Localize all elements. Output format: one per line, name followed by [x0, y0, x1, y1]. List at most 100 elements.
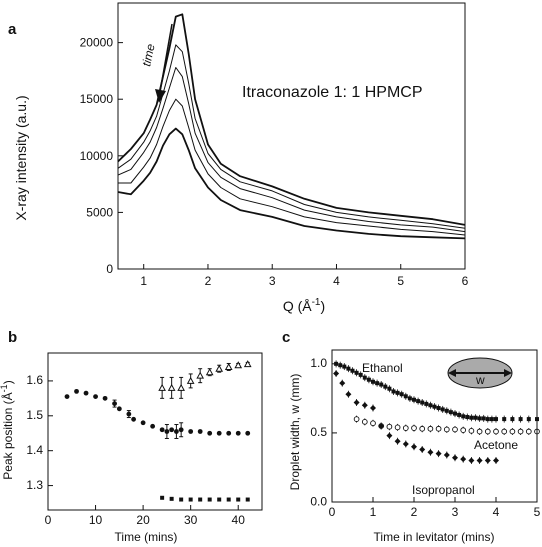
x-tick-label: 30: [184, 513, 198, 527]
ethanol-point: [518, 417, 523, 422]
isopropanol-point: [353, 399, 360, 406]
x-tick-label: 3: [269, 274, 276, 288]
ethanol-point: [440, 407, 445, 412]
acetone-point: [501, 428, 508, 435]
peak-point-square: [217, 497, 222, 502]
y-tick-label: 10000: [80, 149, 114, 163]
y-tick-label: 1.3: [26, 478, 43, 492]
peak-point: [116, 406, 122, 412]
peak-point: [64, 394, 70, 400]
acetone-point: [476, 428, 483, 435]
peak-point: [216, 430, 222, 436]
peak-point-triangle: [186, 376, 195, 384]
x-tick-label: 4: [333, 274, 340, 288]
ethanol-point: [465, 415, 470, 420]
ethanol-point: [346, 366, 351, 371]
acetone-point: [509, 428, 516, 435]
peak-point-triangle: [158, 383, 166, 391]
peak-point-square: [245, 497, 250, 502]
peak-point-square: [207, 497, 212, 502]
peak-point: [102, 395, 108, 401]
ethanol-point: [375, 381, 380, 386]
droplet-width-inset: w: [447, 357, 513, 389]
ethanol-point: [407, 396, 412, 401]
ethanol-point: [358, 372, 363, 377]
ethanol-point: [428, 403, 433, 408]
y-tick-label: 5000: [86, 205, 113, 219]
panel-b-xlabel: Time (mins): [115, 530, 178, 544]
isopropanol-point: [386, 432, 393, 439]
x-tick-label: 2: [205, 274, 212, 288]
x-tick-label: 0: [329, 505, 336, 519]
ethanol-point: [453, 411, 457, 416]
acetone-point: [370, 420, 376, 427]
isopropanol-point: [476, 457, 483, 464]
ethanol-point: [366, 377, 371, 382]
acetone-point: [386, 423, 393, 430]
ethanol-point: [338, 363, 343, 368]
intensity-curve-3: [117, 67, 466, 233]
panel-b-axes: 0 10 20 30 40 1.3 1.4 1.5 1.6: [26, 352, 263, 527]
peak-point: [226, 430, 232, 436]
panel-a-axes: 1 2 3 4 5 6 0 5000 10000 15000 20000: [80, 2, 469, 288]
panel-b-letter: b: [8, 329, 17, 346]
peak-point-square: [169, 496, 174, 501]
ethanol-point: [477, 416, 482, 421]
peak-point-triangle: [205, 368, 214, 376]
legend-label-acetone: Acetone: [474, 438, 518, 452]
isopropanol-point: [339, 380, 346, 387]
ethanol-point: [379, 382, 384, 387]
isopropanol-point: [468, 457, 475, 464]
acetone-point: [402, 425, 409, 431]
acetone-point: [435, 425, 442, 432]
peak-point: [178, 427, 184, 433]
panel-a-xlabel: Q (Å-1): [283, 297, 325, 314]
peak-point: [197, 429, 203, 434]
ethanol-point: [399, 392, 404, 397]
ethanol-point: [489, 417, 494, 422]
acetone-point: [361, 419, 368, 425]
plot-frame: [47, 352, 263, 511]
y-tick-label: 1.0: [310, 356, 327, 370]
ethanol-point: [342, 364, 347, 369]
y-tick-label: 0.0: [310, 494, 327, 508]
y-tick-label: 0.5: [310, 425, 327, 439]
acetone-point: [394, 424, 401, 431]
intensity-curve-5: [117, 127, 466, 240]
ethanol-point: [457, 412, 462, 417]
x-tick-label: 3: [452, 505, 459, 519]
acetone-point: [460, 427, 467, 433]
isopropanol-point: [419, 446, 426, 453]
panel-a-annotation: Itraconazole 1: 1 HPMCP: [242, 84, 423, 101]
peak-point-square: [179, 497, 184, 502]
isopropanol-point: [402, 440, 409, 447]
plot-frame: [117, 2, 466, 270]
isopropanol-point: [378, 423, 385, 429]
intensity-curve-2: [117, 44, 466, 229]
panel-c-ylabel: Droplet width, w (mm): [288, 374, 302, 491]
time-arrow: time: [139, 23, 173, 103]
ethanol-point: [473, 415, 478, 420]
peak-point: [126, 411, 132, 417]
peak-point-triangle: [234, 361, 243, 369]
panel-a-plot-area: [117, 13, 466, 240]
ethanol-point: [371, 379, 375, 384]
peak-point: [74, 388, 79, 394]
isopropanol-point: [370, 405, 376, 412]
panel-c-plot-area: [333, 360, 540, 465]
panel-b-plot-area: [64, 360, 252, 502]
peak-point-triangle: [215, 364, 224, 372]
ethanol-point: [383, 384, 388, 389]
peak-point: [159, 427, 165, 433]
ethanol-point: [448, 410, 453, 415]
acetone-point: [484, 428, 491, 435]
x-tick-label: 5: [534, 505, 541, 519]
isopropanol-point: [460, 456, 467, 463]
ethanol-point: [481, 416, 486, 421]
peak-point: [140, 420, 146, 426]
panel-a-letter: a: [8, 21, 17, 38]
y-tick-label: 1.5: [26, 408, 43, 422]
peak-point-square: [188, 497, 193, 502]
panel-b-ylabel: Peak position (Å-1): [0, 380, 15, 479]
